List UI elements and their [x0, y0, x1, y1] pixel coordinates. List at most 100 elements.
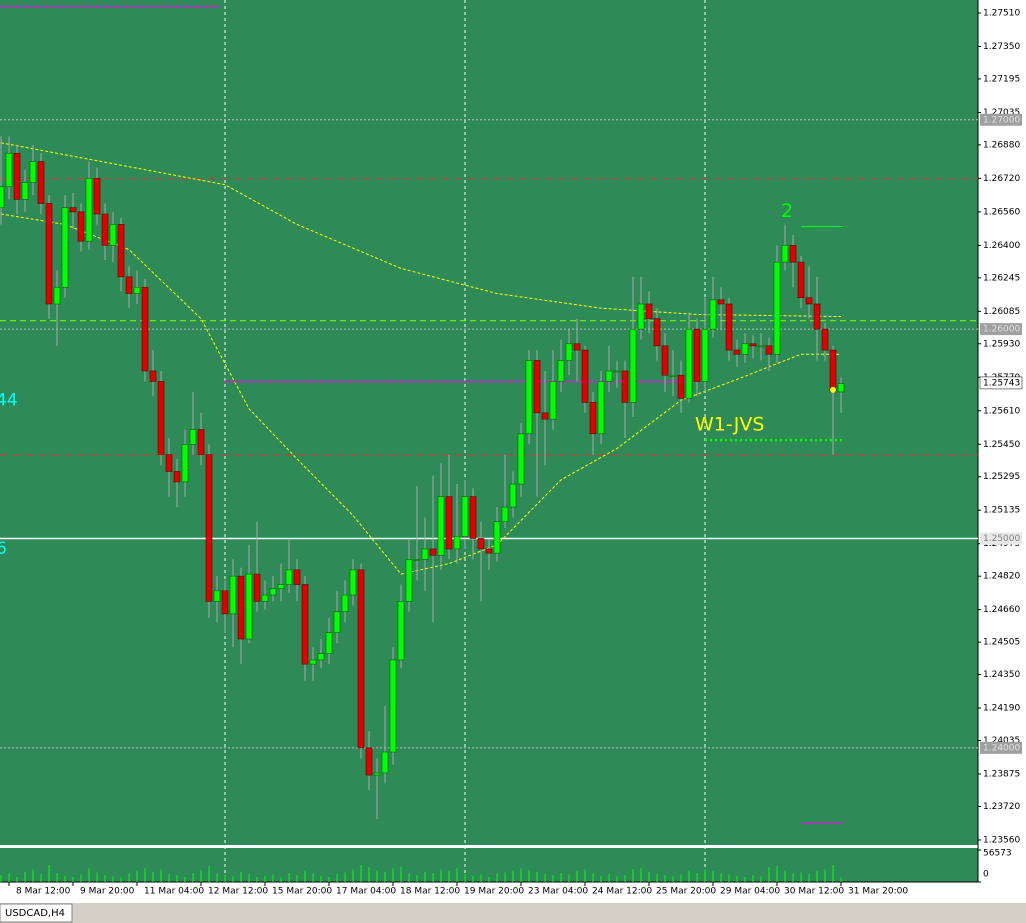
candle-body [453, 536, 461, 550]
candle-body [365, 747, 373, 776]
candle-body [669, 374, 677, 377]
candle-body [125, 276, 133, 294]
candle-body [253, 573, 261, 602]
candle-body [37, 161, 45, 204]
candle-body [629, 328, 637, 403]
candle-body [429, 548, 437, 556]
candle-body [133, 286, 141, 294]
moving-average [0, 213, 841, 575]
candle-body [549, 381, 557, 420]
candle-body [517, 433, 525, 485]
candle-body [485, 548, 493, 554]
candle-body [677, 374, 685, 399]
y-tick-label: 1.24350 [983, 670, 1020, 680]
candle-body [277, 584, 285, 590]
candle-body [613, 370, 621, 373]
x-tick-label: 18 Mar 12:00 [400, 887, 460, 897]
y-tick-label: 1.26085 [983, 307, 1020, 317]
level-label: 1.27000 [983, 115, 1020, 125]
candle-body [173, 471, 181, 483]
candle-body [29, 161, 37, 183]
candle-body [165, 454, 173, 472]
candle-body [837, 383, 845, 393]
x-tick-label: 24 Mar 12:00 [592, 887, 652, 897]
candle-body [309, 659, 317, 665]
candle-body [541, 412, 549, 420]
candle-body [509, 483, 517, 508]
x-tick-label: 15 Mar 20:00 [272, 887, 332, 897]
y-tick-label: 1.23875 [983, 770, 1020, 780]
x-tick-label: 23 Mar 04:00 [528, 887, 588, 897]
y-tick-label: 1.24820 [983, 572, 1020, 582]
candle-body [653, 318, 661, 347]
volume-tick-label: 56573 [983, 849, 1012, 859]
y-tick-label: 1.24505 [983, 638, 1020, 648]
candle-body [501, 506, 509, 523]
candle-body [141, 286, 149, 372]
y-tick-label: 1.23720 [983, 802, 1020, 812]
y-tick-label: 1.25450 [983, 440, 1020, 450]
candle-body [461, 496, 469, 537]
candle-body [189, 429, 197, 445]
candle-body [789, 245, 797, 263]
candle-body [205, 454, 213, 602]
moving-average [0, 142, 842, 318]
volume-tick-label: 0 [983, 870, 989, 880]
level-label: 1.26000 [983, 325, 1020, 335]
x-tick-label: 12 Mar 12:00 [208, 887, 268, 897]
candle-body [493, 521, 501, 554]
y-tick-label: 1.26245 [983, 273, 1020, 283]
candle-body [157, 381, 165, 456]
candle-body [245, 573, 253, 640]
candle-body [661, 345, 669, 376]
candle-body [93, 178, 101, 215]
y-tick-label: 1.25930 [983, 339, 1020, 349]
symbol-tab[interactable] [0, 903, 73, 923]
candle-body [317, 653, 325, 661]
candle-body [357, 569, 365, 749]
candle-body [45, 203, 53, 305]
y-tick-label: 1.25610 [983, 406, 1020, 416]
candle-body [421, 548, 429, 560]
candle-body [757, 345, 765, 348]
candle-body [437, 496, 445, 556]
candle-body [773, 261, 781, 355]
candle-body [781, 245, 789, 263]
candle-body [349, 569, 357, 596]
level-label-box [980, 323, 1022, 336]
candle-body [197, 429, 205, 456]
level-label-box [980, 532, 1022, 545]
candle-body [301, 584, 309, 665]
y-tick-label: 1.23560 [983, 835, 1020, 845]
level-label-box [980, 741, 1022, 754]
x-tick-label: 31 Mar 20:00 [848, 887, 908, 897]
y-tick-label: 1.26560 [983, 207, 1020, 217]
price-marker [830, 386, 836, 393]
segment-label: 2 [781, 200, 793, 222]
candle-body [589, 402, 597, 435]
x-tick-label: 9 Mar 20:00 [80, 887, 135, 897]
candle-body [381, 751, 389, 774]
candle-body [293, 569, 301, 585]
candle-body [413, 559, 421, 561]
y-tick-label: 1.27035 [983, 108, 1020, 118]
candle-body [269, 588, 277, 596]
x-tick-label: 8 Mar 12:00 [16, 887, 71, 897]
last-price-box [979, 376, 1023, 390]
candle-body [341, 594, 349, 613]
candle-body [469, 496, 477, 539]
y-tick-label: 1.24035 [983, 736, 1020, 746]
y-tick-label: 1.25135 [983, 506, 1020, 516]
candle-body [605, 370, 613, 382]
candle-body [325, 632, 333, 654]
candle-body [581, 349, 589, 403]
candle-body [709, 299, 717, 330]
candle-body [725, 303, 733, 351]
candle-body [805, 297, 813, 305]
x-tick-label: 19 Mar 20:00 [464, 887, 524, 897]
candle-body [69, 207, 77, 213]
candle-body [373, 772, 381, 776]
price-panel [0, 0, 978, 845]
y-tick-label: 1.24190 [983, 704, 1020, 714]
